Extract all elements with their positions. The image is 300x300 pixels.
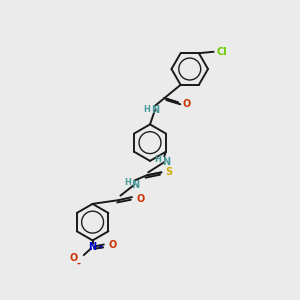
Text: N: N <box>162 157 170 167</box>
Text: +: + <box>97 244 103 250</box>
Text: H: H <box>144 105 151 114</box>
Text: O: O <box>109 240 117 250</box>
Text: -: - <box>76 258 80 268</box>
Text: H: H <box>124 178 131 187</box>
Text: O: O <box>182 99 190 109</box>
Text: O: O <box>70 253 78 263</box>
Text: Cl: Cl <box>217 47 227 57</box>
Text: N: N <box>131 180 139 190</box>
Text: H: H <box>154 155 161 164</box>
Text: N: N <box>152 105 160 115</box>
Text: S: S <box>165 167 172 177</box>
Text: O: O <box>137 194 145 204</box>
Text: N: N <box>88 242 97 252</box>
